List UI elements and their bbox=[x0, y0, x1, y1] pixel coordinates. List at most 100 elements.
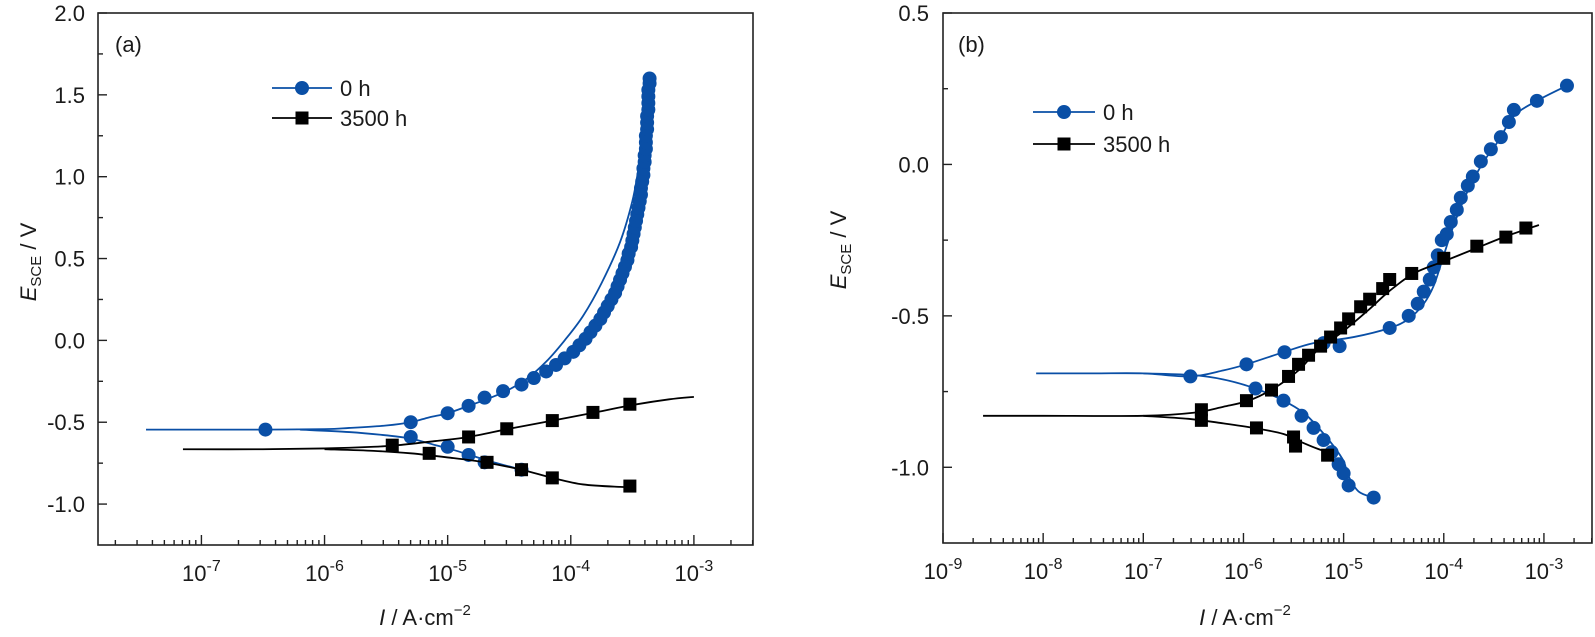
series-3500h bbox=[182, 395, 694, 493]
x-tick-exponent: -4 bbox=[576, 558, 590, 575]
data-point-square bbox=[480, 455, 494, 469]
data-point-circle bbox=[1239, 357, 1254, 372]
data-point-circle bbox=[1506, 102, 1521, 117]
x-axis-title-unit: / A·cm bbox=[1205, 605, 1273, 630]
data-point-square bbox=[1405, 266, 1419, 280]
data-point-square bbox=[1324, 330, 1338, 344]
data-point-circle bbox=[1422, 272, 1437, 287]
data-point-circle bbox=[1366, 490, 1381, 505]
x-tick-exponent: -5 bbox=[453, 558, 467, 575]
y-axis-title: ESCE / V bbox=[826, 210, 855, 289]
series-anodic-line bbox=[182, 395, 694, 451]
data-point-square bbox=[422, 446, 436, 460]
data-point-square bbox=[1321, 448, 1335, 462]
data-point-circle bbox=[1248, 381, 1263, 396]
legend-item: 3500 h bbox=[272, 106, 407, 131]
data-point-square bbox=[1363, 292, 1377, 306]
y-axis-title-subscript: SCE bbox=[838, 244, 855, 275]
data-point-square bbox=[1194, 413, 1208, 427]
data-point-circle bbox=[539, 364, 554, 379]
data-point-circle bbox=[496, 384, 511, 399]
x-tick-base: 10 bbox=[182, 561, 206, 586]
data-point-circle bbox=[1277, 345, 1292, 360]
y-tick-label: 0.0 bbox=[898, 152, 929, 177]
y-axis-title-unit: / V bbox=[826, 210, 851, 243]
x-axis-title-exponent: −2 bbox=[454, 602, 471, 619]
data-point-circle bbox=[1559, 78, 1574, 93]
data-point-circle bbox=[1483, 142, 1498, 157]
x-tick-label: 10-3 bbox=[675, 558, 714, 586]
x-axis-title-unit: / A·cm bbox=[385, 605, 453, 630]
data-point-square bbox=[545, 471, 559, 485]
data-point-circle bbox=[1493, 130, 1508, 145]
y-tick-label: -0.5 bbox=[47, 410, 85, 435]
data-point-circle bbox=[1316, 433, 1331, 448]
data-point-circle bbox=[1336, 466, 1351, 481]
x-tick-base: 10 bbox=[1124, 559, 1148, 584]
x-tick-label: 10-6 bbox=[305, 558, 344, 586]
legend-label: 0 h bbox=[340, 76, 371, 101]
legend-item: 3500 h bbox=[1033, 132, 1170, 157]
panel-b: -1.0-0.50.00.510-9 10-8 10-7 10-6 10-5 10-4 10… bbox=[826, 1, 1593, 630]
x-tick-label: 10-7 bbox=[182, 558, 221, 586]
panel-label: (a) bbox=[115, 32, 142, 57]
series-cathodic-line bbox=[324, 448, 630, 488]
x-tick-label: 10-4 bbox=[551, 558, 590, 586]
data-point-square bbox=[1437, 251, 1451, 265]
plot-frame bbox=[942, 12, 1593, 544]
data-point-square bbox=[623, 397, 637, 411]
x-axis-title: I / A·cm−2 bbox=[1199, 602, 1291, 630]
x-tick-exponent: -3 bbox=[1549, 556, 1563, 573]
data-point-circle bbox=[403, 429, 418, 444]
series-cathodic-line bbox=[1143, 414, 1334, 455]
data-point-circle bbox=[1443, 214, 1458, 229]
data-point-circle bbox=[461, 398, 476, 413]
x-tick-base: 10 bbox=[305, 561, 329, 586]
x-tick-exponent: -3 bbox=[699, 558, 713, 575]
panel-label: (b) bbox=[958, 32, 985, 57]
x-tick-base: 10 bbox=[1024, 559, 1048, 584]
data-point-square bbox=[515, 463, 529, 477]
data-point-square bbox=[1314, 339, 1328, 353]
data-point-circle bbox=[1294, 408, 1309, 423]
legend-item: 0 h bbox=[272, 76, 371, 101]
data-point-circle bbox=[461, 447, 476, 462]
data-point-circle bbox=[440, 406, 455, 421]
data-point-circle bbox=[1276, 393, 1291, 408]
x-tick-base: 10 bbox=[428, 561, 452, 586]
y-axis-title-symbol: E bbox=[826, 274, 851, 289]
x-tick-base: 10 bbox=[1224, 559, 1248, 584]
y-tick-label: 0.0 bbox=[54, 328, 85, 353]
data-point-circle bbox=[1529, 93, 1544, 108]
x-axis-title-symbol: I bbox=[379, 605, 385, 630]
data-point-circle bbox=[526, 371, 541, 386]
data-point-circle bbox=[1473, 154, 1488, 169]
y-axis-title-subscript: SCE bbox=[28, 256, 45, 287]
y-tick-label: 1.0 bbox=[54, 165, 85, 190]
legend-marker-square bbox=[295, 111, 309, 125]
data-point-circle bbox=[642, 71, 657, 86]
series-anodic-line bbox=[146, 78, 650, 431]
data-point-square bbox=[1249, 421, 1263, 435]
legend-label: 3500 h bbox=[1103, 132, 1170, 157]
data-point-square bbox=[1265, 383, 1279, 397]
x-tick-base: 10 bbox=[1324, 559, 1348, 584]
data-point-circle bbox=[1416, 284, 1431, 299]
data-point-circle bbox=[1465, 169, 1480, 184]
data-point-square bbox=[586, 405, 600, 419]
x-axis-title-symbol: I bbox=[1199, 605, 1205, 630]
data-point-square bbox=[623, 479, 637, 493]
x-tick-label: 10-4 bbox=[1424, 556, 1463, 584]
x-tick-label: 10-6 bbox=[1224, 556, 1263, 584]
data-point-square bbox=[1302, 348, 1316, 362]
x-tick-label: 10-9 bbox=[924, 556, 963, 584]
plot-frame bbox=[97, 12, 754, 546]
x-tick-exponent: -4 bbox=[1449, 556, 1463, 573]
legend-item: 0 h bbox=[1033, 100, 1134, 125]
y-axis-title-symbol: E bbox=[16, 286, 41, 301]
data-point-square bbox=[1194, 403, 1208, 417]
data-point-circle bbox=[1306, 420, 1321, 435]
x-tick-exponent: -9 bbox=[948, 556, 962, 573]
x-tick-base: 10 bbox=[675, 561, 699, 586]
